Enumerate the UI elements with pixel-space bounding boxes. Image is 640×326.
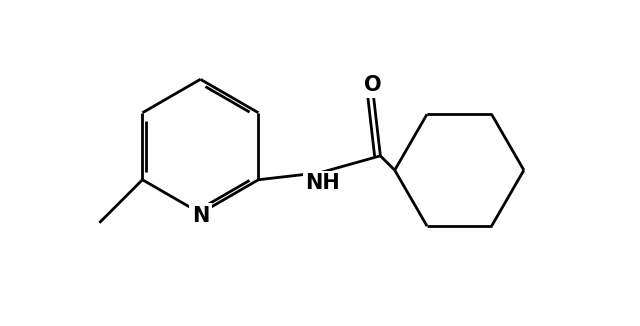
Text: N: N — [192, 206, 209, 226]
Text: NH: NH — [306, 173, 340, 193]
Text: O: O — [364, 75, 382, 95]
